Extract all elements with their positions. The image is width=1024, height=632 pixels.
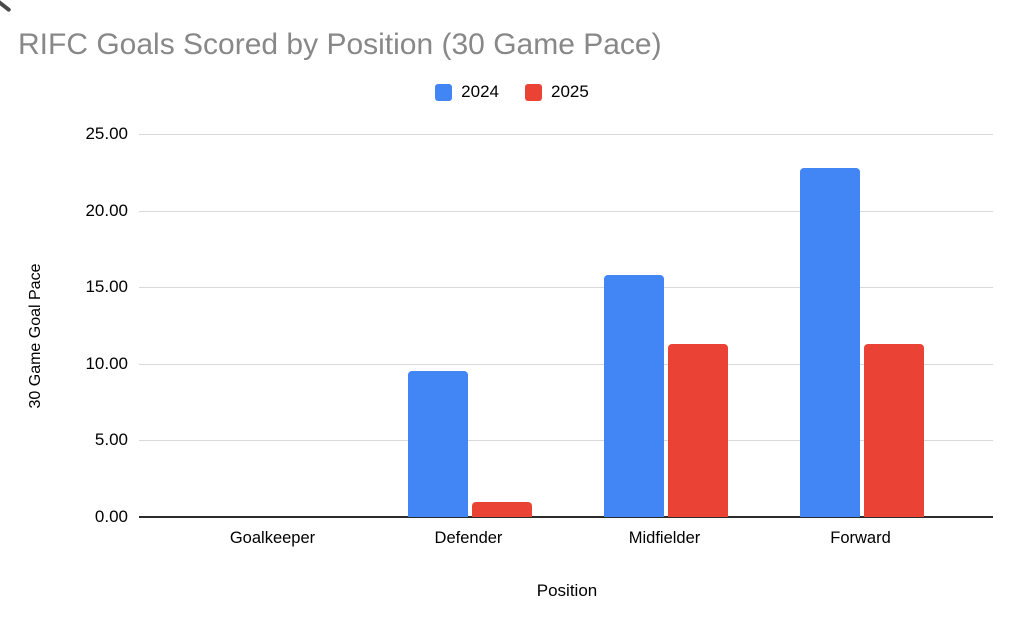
legend-label: 2025 <box>551 82 589 101</box>
cursor-artifact <box>0 0 12 13</box>
x-category-label-defender: Defender <box>434 529 503 547</box>
gridline-15.00 <box>139 287 993 289</box>
gridline-20.00 <box>139 210 993 212</box>
y-tick-label-25.00: 25.00 <box>85 124 128 143</box>
legend-item-2024: 2024 <box>435 82 499 102</box>
bar-2024-midfielder <box>603 274 664 517</box>
bar-2024-forward <box>799 167 860 517</box>
y-tick-label-5.00: 5.00 <box>94 430 128 450</box>
gridline-10.00 <box>139 363 993 365</box>
y-tick-label-0.00: 0.00 <box>94 507 128 526</box>
bar-2025-defender <box>471 501 532 517</box>
legend-label: 2024 <box>461 82 499 101</box>
x-axis-category-labels: Goalkeeper Defender Midfielder Forward <box>0 529 1024 551</box>
legend-swatch-icon <box>525 83 542 101</box>
legend-item-2025: 2025 <box>525 82 589 102</box>
x-axis-title: Position <box>536 581 598 600</box>
x-category-label-forward: Forward <box>830 529 891 547</box>
gridline-25.00 <box>139 134 993 135</box>
y-axis-tick-labels: 0.00 5.00 10.00 15.00 20.00 25.00 <box>0 124 128 526</box>
x-category-label-goalkeeper: Goalkeeper <box>229 529 316 547</box>
legend-swatch-icon <box>435 83 453 101</box>
y-tick-label-15.00: 15.00 <box>85 277 128 297</box>
bar-2024-defender <box>407 371 468 517</box>
y-tick-label-10.00: 10.00 <box>85 353 128 373</box>
chart-title: RIFC Goals Scored by Position (30 Game P… <box>18 28 662 61</box>
plot-area <box>139 134 993 518</box>
bar-2025-midfielder <box>667 343 728 517</box>
chart-legend: 2024 2025 <box>0 82 1024 102</box>
y-tick-label-20.00: 20.00 <box>85 200 128 220</box>
x-axis-line <box>139 516 993 518</box>
gridline-5.00 <box>139 440 993 442</box>
x-category-label-midfielder: Midfielder <box>628 529 701 547</box>
bar-2025-forward <box>863 343 924 517</box>
